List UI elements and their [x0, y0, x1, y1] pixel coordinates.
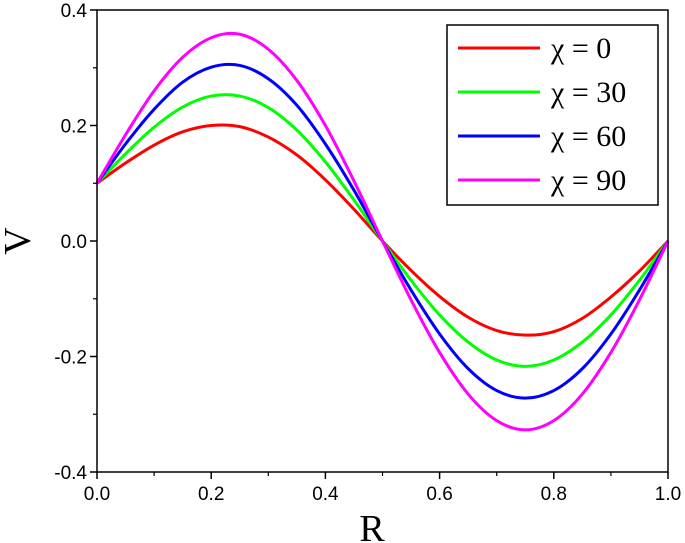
y-tick-label: 0.2 [61, 117, 87, 138]
y-axis-label: V [0, 227, 39, 255]
legend-box [446, 24, 659, 206]
legend-label: χ = 60 [550, 120, 626, 153]
legend-label: χ = 30 [550, 76, 626, 109]
x-tick-label: 0.4 [312, 484, 339, 505]
x-tick-label: 0.0 [84, 484, 110, 505]
legend-label: χ = 90 [550, 164, 626, 197]
y-tick-label: 0.0 [61, 232, 87, 253]
series-line-3 [95, 31, 670, 432]
x-axis: 0.0 0.2 0.4 0.6 0.8 1.0 [84, 472, 681, 505]
x-tick-label: 1.0 [655, 484, 681, 505]
legend-label: χ = 0 [550, 32, 611, 65]
x-tick-label: 0.2 [198, 484, 224, 505]
x-tick-label: 0.8 [541, 484, 567, 505]
series-group [95, 31, 670, 432]
legend: χ = 0 χ = 30 χ = 60 χ = 90 [446, 24, 659, 206]
y-tick-label: -0.2 [54, 348, 87, 369]
y-tick-label: 0.4 [61, 1, 88, 22]
x-axis-label: R [359, 508, 385, 543]
x-tick-label: 0.6 [426, 484, 452, 505]
y-axis: -0.4 -0.2 0.0 0.2 0.4 [54, 1, 97, 484]
y-tick-label: -0.4 [54, 463, 87, 484]
